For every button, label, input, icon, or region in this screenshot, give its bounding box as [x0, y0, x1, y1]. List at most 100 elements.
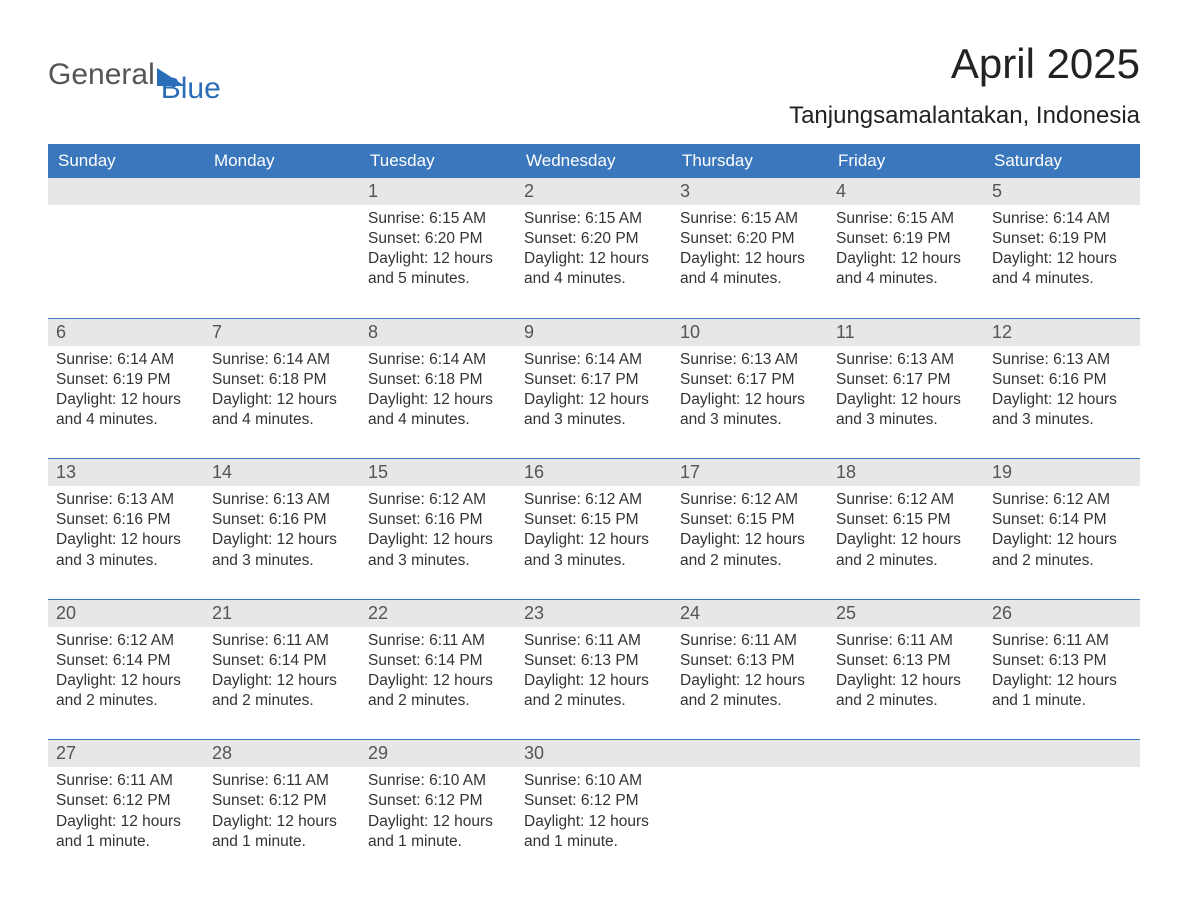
title-block: April 2025 Tanjungsamalantakan, Indonesi…	[789, 40, 1140, 130]
sunrise-text: Sunrise: 6:10 AM	[524, 771, 664, 791]
day-number: 15	[360, 459, 516, 486]
sunset-text: Sunset: 6:16 PM	[212, 510, 352, 530]
day-number: 12	[984, 319, 1140, 346]
daylight-text: Daylight: 12 hours and 1 minute.	[992, 671, 1132, 711]
day-number-row: 27282930	[48, 740, 1140, 767]
week-row: 6789101112Sunrise: 6:14 AMSunset: 6:19 P…	[48, 318, 1140, 437]
week-row: 13141516171819Sunrise: 6:13 AMSunset: 6:…	[48, 458, 1140, 577]
day-number	[204, 178, 360, 205]
sunset-text: Sunset: 6:13 PM	[992, 651, 1132, 671]
day-cell: Sunrise: 6:15 AMSunset: 6:19 PMDaylight:…	[828, 205, 984, 296]
weekday-header: Monday	[204, 144, 360, 178]
sunset-text: Sunset: 6:19 PM	[56, 370, 196, 390]
sunset-text: Sunset: 6:19 PM	[992, 229, 1132, 249]
sunrise-text: Sunrise: 6:14 AM	[992, 209, 1132, 229]
sunrise-text: Sunrise: 6:11 AM	[212, 631, 352, 651]
day-cell: Sunrise: 6:11 AMSunset: 6:13 PMDaylight:…	[828, 627, 984, 718]
daylight-text: Daylight: 12 hours and 4 minutes.	[524, 249, 664, 289]
sunrise-text: Sunrise: 6:13 AM	[212, 490, 352, 510]
sunrise-text: Sunrise: 6:13 AM	[992, 350, 1132, 370]
day-cell: Sunrise: 6:11 AMSunset: 6:14 PMDaylight:…	[204, 627, 360, 718]
daylight-text: Daylight: 12 hours and 4 minutes.	[680, 249, 820, 289]
day-cell: Sunrise: 6:14 AMSunset: 6:18 PMDaylight:…	[204, 346, 360, 437]
day-number: 4	[828, 178, 984, 205]
day-number: 9	[516, 319, 672, 346]
day-cell: Sunrise: 6:14 AMSunset: 6:17 PMDaylight:…	[516, 346, 672, 437]
day-number	[48, 178, 204, 205]
daylight-text: Daylight: 12 hours and 2 minutes.	[992, 530, 1132, 570]
day-cell	[204, 205, 360, 296]
daylight-text: Daylight: 12 hours and 4 minutes.	[56, 390, 196, 430]
sunrise-text: Sunrise: 6:13 AM	[836, 350, 976, 370]
weeks-container: 12345Sunrise: 6:15 AMSunset: 6:20 PMDayl…	[48, 178, 1140, 858]
weekday-header: Friday	[828, 144, 984, 178]
day-cell: Sunrise: 6:13 AMSunset: 6:16 PMDaylight:…	[984, 346, 1140, 437]
daylight-text: Daylight: 12 hours and 1 minute.	[212, 812, 352, 852]
sunset-text: Sunset: 6:14 PM	[992, 510, 1132, 530]
day-cell: Sunrise: 6:11 AMSunset: 6:12 PMDaylight:…	[48, 767, 204, 858]
header: General Blue April 2025 Tanjungsamalanta…	[48, 40, 1140, 130]
sunset-text: Sunset: 6:18 PM	[368, 370, 508, 390]
day-cell: Sunrise: 6:12 AMSunset: 6:14 PMDaylight:…	[984, 486, 1140, 577]
daylight-text: Daylight: 12 hours and 3 minutes.	[524, 530, 664, 570]
sunrise-text: Sunrise: 6:10 AM	[368, 771, 508, 791]
daylight-text: Daylight: 12 hours and 1 minute.	[368, 812, 508, 852]
sunrise-text: Sunrise: 6:11 AM	[992, 631, 1132, 651]
sunrise-text: Sunrise: 6:11 AM	[836, 631, 976, 651]
day-cell: Sunrise: 6:12 AMSunset: 6:14 PMDaylight:…	[48, 627, 204, 718]
sunrise-text: Sunrise: 6:14 AM	[368, 350, 508, 370]
day-cell: Sunrise: 6:13 AMSunset: 6:17 PMDaylight:…	[672, 346, 828, 437]
sunset-text: Sunset: 6:12 PM	[56, 791, 196, 811]
sunset-text: Sunset: 6:15 PM	[524, 510, 664, 530]
day-number: 27	[48, 740, 204, 767]
day-number: 2	[516, 178, 672, 205]
sunset-text: Sunset: 6:13 PM	[680, 651, 820, 671]
sunset-text: Sunset: 6:12 PM	[212, 791, 352, 811]
sunrise-text: Sunrise: 6:15 AM	[524, 209, 664, 229]
day-number	[672, 740, 828, 767]
sunrise-text: Sunrise: 6:11 AM	[212, 771, 352, 791]
day-cell	[984, 767, 1140, 858]
day-number: 17	[672, 459, 828, 486]
sunset-text: Sunset: 6:16 PM	[992, 370, 1132, 390]
sunrise-text: Sunrise: 6:13 AM	[680, 350, 820, 370]
sunset-text: Sunset: 6:20 PM	[680, 229, 820, 249]
daylight-text: Daylight: 12 hours and 2 minutes.	[836, 530, 976, 570]
sunset-text: Sunset: 6:19 PM	[836, 229, 976, 249]
sunrise-text: Sunrise: 6:15 AM	[680, 209, 820, 229]
day-cell: Sunrise: 6:14 AMSunset: 6:19 PMDaylight:…	[48, 346, 204, 437]
day-number	[828, 740, 984, 767]
sunrise-text: Sunrise: 6:15 AM	[836, 209, 976, 229]
sunset-text: Sunset: 6:13 PM	[836, 651, 976, 671]
daylight-text: Daylight: 12 hours and 3 minutes.	[836, 390, 976, 430]
day-number: 24	[672, 600, 828, 627]
day-number: 5	[984, 178, 1140, 205]
daylight-text: Daylight: 12 hours and 4 minutes.	[212, 390, 352, 430]
sunset-text: Sunset: 6:16 PM	[368, 510, 508, 530]
daylight-text: Daylight: 12 hours and 3 minutes.	[992, 390, 1132, 430]
weekday-header: Tuesday	[360, 144, 516, 178]
daylight-text: Daylight: 12 hours and 4 minutes.	[836, 249, 976, 289]
day-cell: Sunrise: 6:11 AMSunset: 6:14 PMDaylight:…	[360, 627, 516, 718]
day-number: 22	[360, 600, 516, 627]
day-number: 10	[672, 319, 828, 346]
day-cell: Sunrise: 6:11 AMSunset: 6:12 PMDaylight:…	[204, 767, 360, 858]
sunset-text: Sunset: 6:14 PM	[368, 651, 508, 671]
day-number: 29	[360, 740, 516, 767]
day-number: 1	[360, 178, 516, 205]
sunrise-text: Sunrise: 6:12 AM	[56, 631, 196, 651]
day-number: 26	[984, 600, 1140, 627]
day-number: 13	[48, 459, 204, 486]
day-number: 19	[984, 459, 1140, 486]
day-number-row: 12345	[48, 178, 1140, 205]
sunset-text: Sunset: 6:13 PM	[524, 651, 664, 671]
sunrise-text: Sunrise: 6:12 AM	[368, 490, 508, 510]
day-cell: Sunrise: 6:11 AMSunset: 6:13 PMDaylight:…	[672, 627, 828, 718]
day-number: 6	[48, 319, 204, 346]
sunrise-text: Sunrise: 6:11 AM	[524, 631, 664, 651]
calendar: Sunday Monday Tuesday Wednesday Thursday…	[48, 144, 1140, 858]
daylight-text: Daylight: 12 hours and 2 minutes.	[680, 671, 820, 711]
sunset-text: Sunset: 6:17 PM	[524, 370, 664, 390]
day-number: 8	[360, 319, 516, 346]
sunrise-text: Sunrise: 6:12 AM	[992, 490, 1132, 510]
